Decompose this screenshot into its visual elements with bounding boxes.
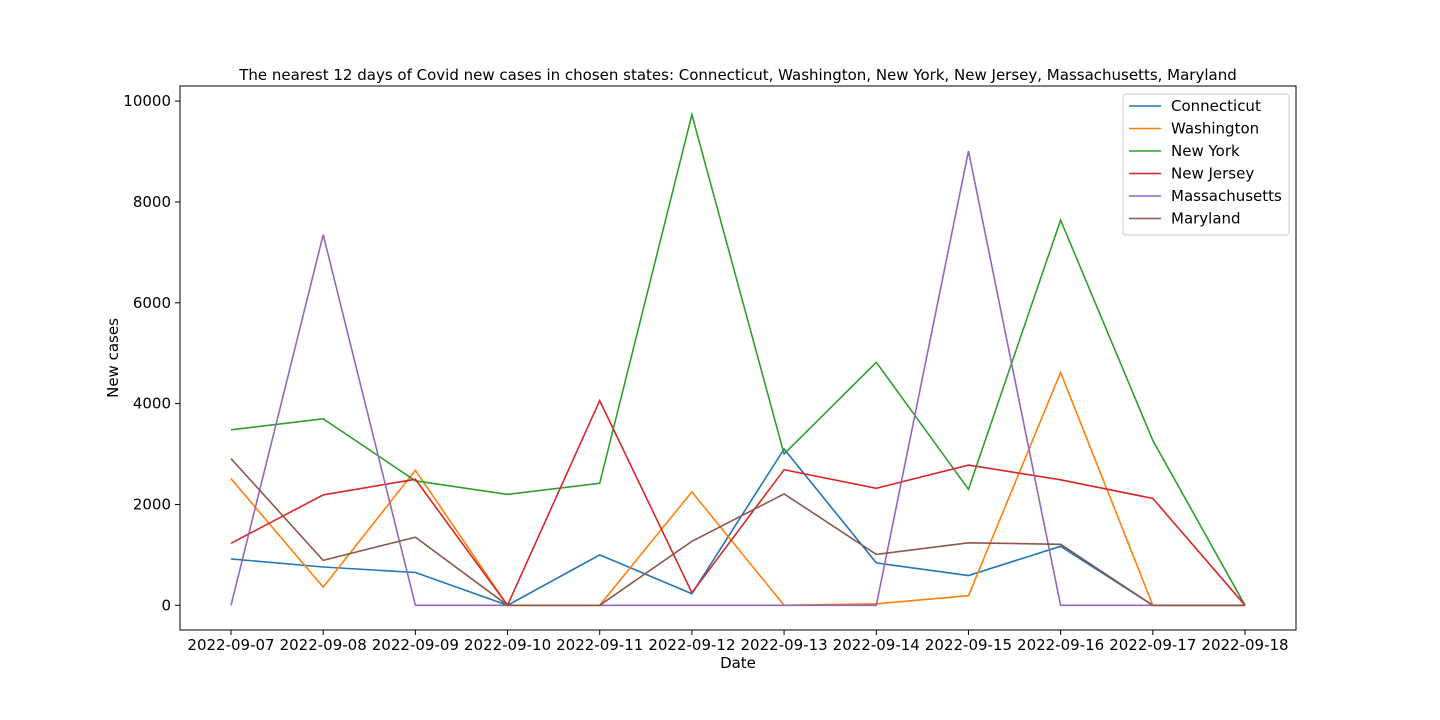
chart-title: The nearest 12 days of Covid new cases i… <box>238 66 1237 84</box>
series-line-new-jersey <box>230 398 1246 607</box>
y-axis-label: New cases <box>104 318 122 398</box>
legend-label: New Jersey <box>1171 165 1254 183</box>
x-tick-label: 2022-09-07 <box>187 636 274 654</box>
x-tick-label: 2022-09-09 <box>372 636 459 654</box>
x-tick-label: 2022-09-10 <box>464 636 551 654</box>
legend-label: New York <box>1171 142 1240 160</box>
plot-area <box>179 85 1297 631</box>
series-line-washington <box>230 370 1245 607</box>
x-tick-label: 2022-09-12 <box>648 636 735 654</box>
series-line-maryland <box>230 458 1245 607</box>
legend-label: Massachusetts <box>1171 187 1282 205</box>
y-tick-label: 6000 <box>133 294 171 312</box>
legend: Connecticut Washington New York New Jersey M… <box>1122 93 1290 236</box>
x-axis: 2022-09-07 2022-09-08 2022-09-09 2022-09-10… <box>187 630 1289 654</box>
y-tick-label: 2000 <box>133 495 171 513</box>
series-line-massachusetts <box>230 150 1245 607</box>
y-tick-label: 4000 <box>133 395 171 413</box>
x-tick-label: 2022-09-14 <box>833 636 920 654</box>
x-tick-label: 2022-09-08 <box>280 636 367 654</box>
y-tick-label: 10000 <box>123 92 171 110</box>
x-tick-label: 2022-09-15 <box>925 636 1012 654</box>
legend-box <box>1122 93 1290 236</box>
series-line-connecticut <box>230 447 1245 607</box>
series-line-new-york <box>230 111 1246 606</box>
legend-label: Maryland <box>1171 210 1241 228</box>
y-tick-label: 8000 <box>133 193 171 211</box>
x-tick-label: 2022-09-13 <box>740 636 827 654</box>
x-tick-label: 2022-09-16 <box>1017 636 1104 654</box>
x-tick-label: 2022-09-17 <box>1109 636 1196 654</box>
legend-label: Connecticut <box>1171 97 1261 115</box>
y-axis: 0 2000 4000 6000 8000 10000 <box>123 92 180 614</box>
x-tick-label: 2022-09-18 <box>1201 636 1288 654</box>
legend-label: Washington <box>1171 120 1259 138</box>
x-axis-label: Date <box>720 654 756 672</box>
series-layer <box>230 111 1246 607</box>
x-tick-label: 2022-09-11 <box>556 636 643 654</box>
y-tick-label: 0 <box>161 596 171 614</box>
